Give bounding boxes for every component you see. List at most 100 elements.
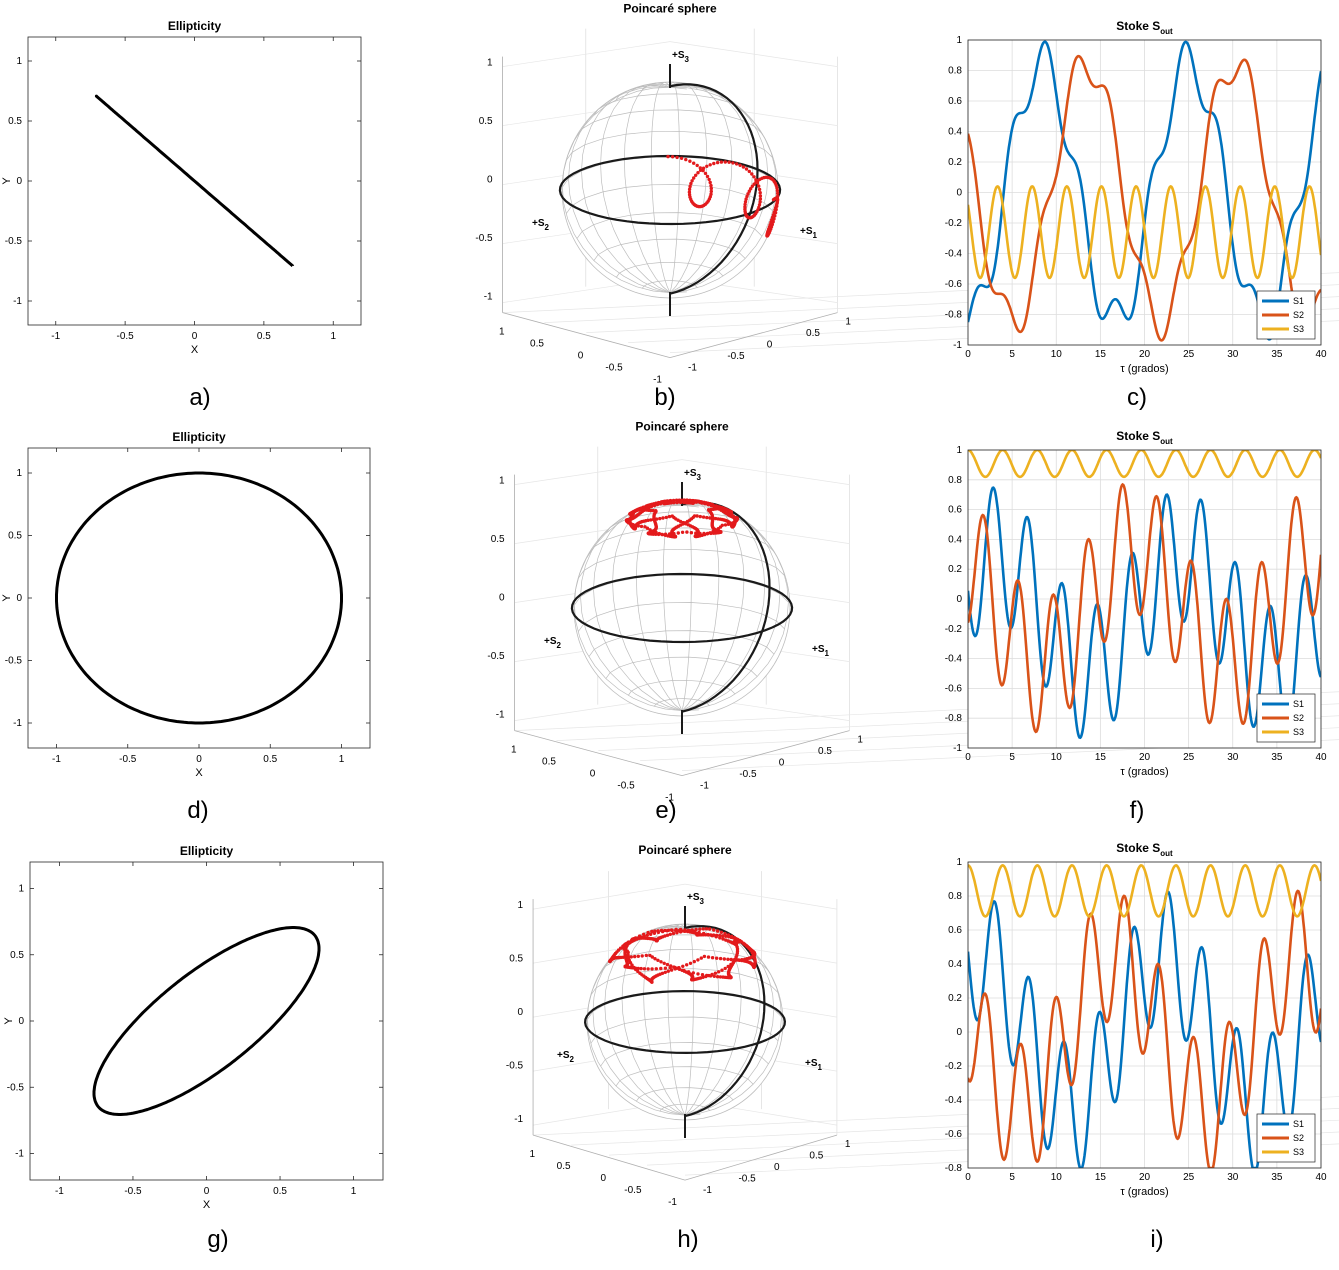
sphere-latitude-line bbox=[593, 238, 746, 261]
trajectory-point bbox=[659, 966, 663, 971]
trajectory-point bbox=[743, 202, 747, 207]
trajectory-point bbox=[660, 532, 664, 537]
y-axis-label: Y bbox=[1, 177, 13, 185]
trajectory-point bbox=[723, 966, 727, 971]
y-axis-label: Y bbox=[3, 1017, 15, 1025]
x-tick-label: -0.5 bbox=[738, 1174, 756, 1185]
chart-title: Ellipticity bbox=[168, 19, 222, 33]
x-tick-label: 25 bbox=[1183, 752, 1195, 763]
trajectory-point bbox=[653, 957, 657, 961]
trajectory-point bbox=[721, 937, 725, 941]
trajectory-point bbox=[672, 500, 676, 504]
x-tick-label: 1 bbox=[845, 1139, 851, 1150]
trajectory-point bbox=[682, 929, 687, 933]
z-tick-label: 1 bbox=[499, 476, 505, 487]
trajectory-point bbox=[654, 509, 658, 513]
x-axis-label: τ (grados) bbox=[1120, 1186, 1168, 1198]
trajectory-point bbox=[708, 180, 712, 185]
floor-edge bbox=[532, 1134, 686, 1181]
poincare-sphere-b: Poincaré sphere 1 0.5 0 -0.5 -1 1 -1 0.5 -0.5 0 0 -0… bbox=[475, 1, 1339, 386]
trajectory-point bbox=[645, 504, 649, 508]
x-tick-label: 20 bbox=[1139, 1172, 1151, 1183]
trajectory-point bbox=[726, 957, 730, 961]
trajectory-point bbox=[649, 932, 653, 936]
trajectory-point bbox=[696, 171, 700, 175]
x-tick-label: 5 bbox=[1009, 349, 1015, 360]
meridian-circle bbox=[684, 925, 766, 1118]
sphere-latitude-line bbox=[615, 261, 724, 278]
panel-caption-g: g) bbox=[207, 1226, 228, 1253]
y-tick-label: -0.5 bbox=[624, 1185, 642, 1196]
series-line-s3 bbox=[968, 864, 1321, 918]
legend: S1 S2 S3 bbox=[1256, 1113, 1316, 1163]
trajectory-point bbox=[746, 192, 750, 196]
equator-circle bbox=[558, 154, 782, 226]
trajectory-point bbox=[640, 954, 644, 958]
trajectory-point bbox=[656, 532, 661, 537]
x-tick-label: -0.5 bbox=[727, 351, 745, 362]
x-tick-label: 25 bbox=[1183, 349, 1195, 360]
legend-label-s2: S2 bbox=[1293, 713, 1304, 723]
trajectory-point bbox=[704, 927, 709, 931]
sphere-latitude-line bbox=[600, 1042, 769, 1067]
trajectory-point bbox=[686, 928, 690, 933]
x-tick-label: -1 bbox=[700, 781, 709, 792]
trajectory-point bbox=[757, 184, 761, 188]
trajectory-point bbox=[679, 156, 684, 160]
trajectory-point bbox=[651, 508, 655, 513]
meridian-circle bbox=[669, 83, 759, 295]
series-line-s2 bbox=[968, 889, 1321, 1168]
plot-frame bbox=[967, 449, 1322, 749]
trajectory-point bbox=[747, 189, 751, 193]
plot-frame bbox=[967, 861, 1322, 1169]
trajectory-point bbox=[642, 967, 647, 971]
x-tick-label: 25 bbox=[1183, 1172, 1195, 1183]
grid-line bbox=[669, 41, 838, 67]
y-tick-label: 0 bbox=[16, 593, 22, 604]
y-tick-label: 0 bbox=[16, 176, 22, 187]
trajectory-point bbox=[749, 187, 753, 191]
trajectory-point bbox=[692, 959, 696, 964]
panel-caption-f: f) bbox=[1130, 797, 1145, 824]
trajectory-point bbox=[692, 161, 696, 165]
trajectory-point bbox=[646, 930, 650, 935]
trajectory-point bbox=[703, 502, 707, 506]
x-tick-label: 1 bbox=[845, 317, 851, 328]
trajectory-point bbox=[758, 197, 763, 201]
s3-axis-label: +S3 bbox=[687, 892, 705, 906]
x-tick-label: 15 bbox=[1095, 349, 1107, 360]
x-tick-label: 40 bbox=[1315, 752, 1327, 763]
y-tick-label: -0.2 bbox=[945, 218, 963, 229]
equator-circle bbox=[570, 572, 794, 644]
panel-caption-c: c) bbox=[1127, 384, 1147, 411]
trajectory-point bbox=[698, 514, 702, 519]
series-line-s3 bbox=[968, 184, 1321, 280]
panel-caption-e: e) bbox=[655, 797, 676, 824]
trajectory-point bbox=[698, 531, 702, 536]
trajectory-point bbox=[775, 188, 779, 193]
sphere-latitude-line bbox=[615, 1066, 754, 1087]
x-tick-label: 0 bbox=[779, 758, 785, 769]
trajectory-point bbox=[649, 503, 653, 507]
trajectory-point bbox=[682, 500, 686, 505]
trajectory-point bbox=[732, 936, 737, 940]
trajectory-point bbox=[706, 932, 710, 937]
trajectory-point bbox=[727, 160, 731, 164]
x-tick-label: -1 bbox=[51, 331, 60, 342]
trajectory-point bbox=[652, 931, 657, 935]
y-tick-label: -1 bbox=[668, 1197, 677, 1208]
y-tick-label: 1 bbox=[18, 884, 24, 895]
x-tick-label: 0 bbox=[204, 1186, 210, 1197]
trajectory-point bbox=[656, 958, 660, 962]
trajectory-point bbox=[702, 931, 706, 936]
trajectory-point bbox=[636, 524, 640, 528]
sphere-latitude-line bbox=[600, 948, 769, 974]
sphere-latitude-line bbox=[565, 130, 773, 161]
trajectory-point bbox=[658, 516, 662, 521]
trajectory-point bbox=[692, 176, 696, 180]
y-tick-label: -0.5 bbox=[5, 236, 23, 247]
trajectory-point bbox=[697, 930, 701, 935]
trajectory-point bbox=[664, 500, 668, 505]
chart-title: Ellipticity bbox=[172, 430, 226, 444]
x-axis-label: X bbox=[191, 344, 199, 356]
